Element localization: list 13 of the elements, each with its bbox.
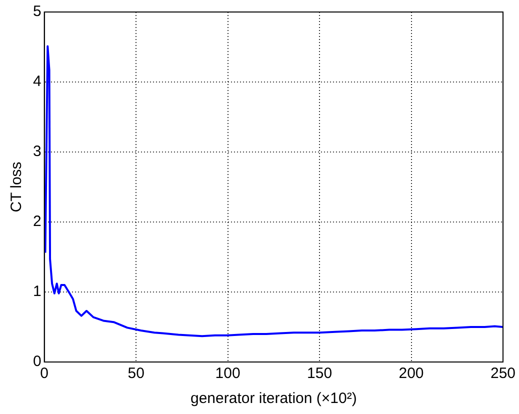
x-tick-label: 200 — [398, 365, 424, 382]
y-tick-label: 3 — [33, 143, 42, 160]
y-axis-title: CT loss — [8, 162, 26, 212]
x-tick-label: 250 — [490, 365, 516, 382]
x-axis-title: generator iteration (×10²) — [190, 390, 357, 408]
y-tick-label: 1 — [33, 283, 42, 300]
x-tick-label: 150 — [307, 365, 332, 382]
y-tick-label: 2 — [33, 213, 42, 230]
y-tick-label: 0 — [33, 353, 42, 370]
x-tick-label: 100 — [215, 365, 240, 382]
y-tick-label: 5 — [33, 3, 42, 20]
x-tick-label: 50 — [128, 365, 144, 382]
y-tick-label: 4 — [33, 73, 42, 90]
